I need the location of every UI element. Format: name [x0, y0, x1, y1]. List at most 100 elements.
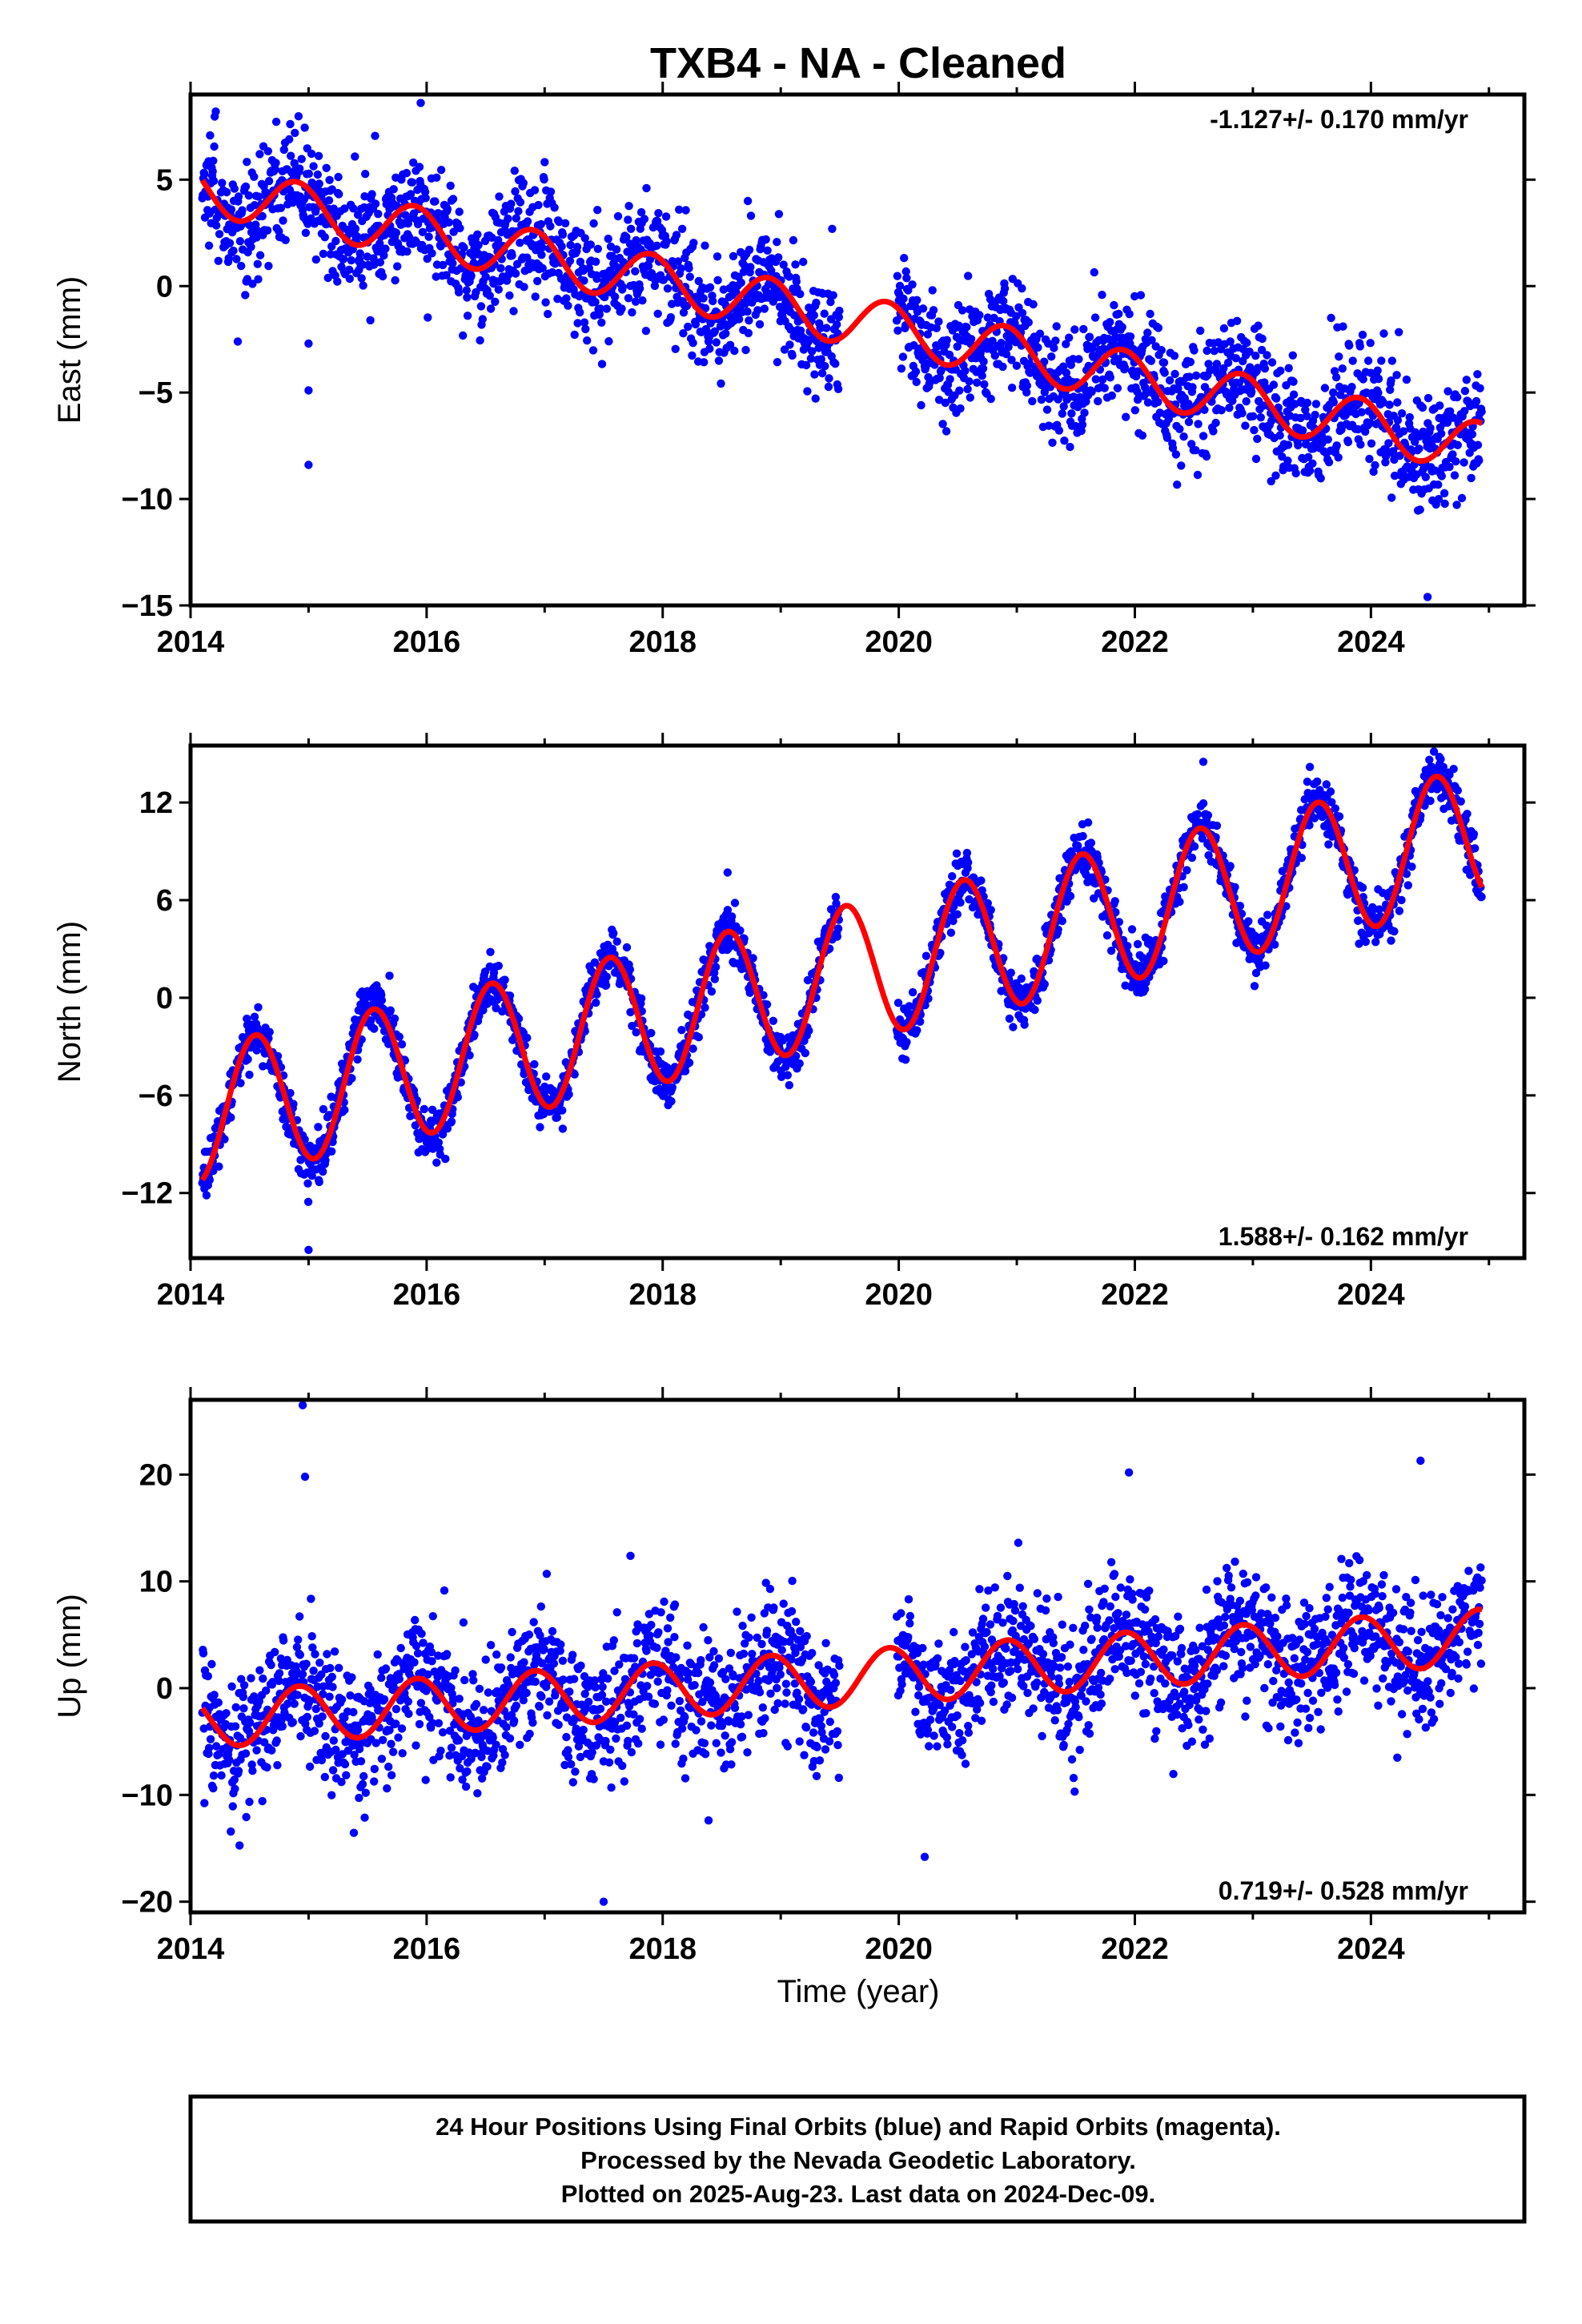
observation-point	[263, 226, 272, 235]
observation-point	[755, 320, 765, 329]
observation-point	[1402, 870, 1411, 879]
observation-point	[1393, 398, 1402, 407]
observation-point	[773, 358, 782, 367]
observation-point	[1052, 322, 1061, 331]
x-tick-label: 2016	[393, 1278, 461, 1312]
observation-point	[565, 256, 575, 265]
observation-point	[231, 1722, 240, 1731]
observation-point	[1331, 373, 1341, 382]
observation-point	[707, 987, 717, 996]
observation-point	[1037, 395, 1046, 404]
observation-point	[1018, 284, 1026, 293]
observation-point	[1160, 368, 1169, 377]
observation-point	[1332, 441, 1341, 450]
observation-point	[1381, 458, 1390, 467]
observation-point	[895, 281, 905, 291]
observation-point	[207, 1659, 216, 1669]
observation-point	[275, 1669, 284, 1678]
observation-point	[491, 297, 500, 306]
observation-point	[243, 1014, 251, 1023]
observation-point	[913, 1026, 921, 1035]
observation-point	[536, 219, 545, 229]
observation-point	[1146, 356, 1156, 365]
observation-point	[946, 375, 954, 384]
observation-point	[404, 232, 414, 242]
observation-point	[1171, 450, 1181, 459]
observation-point	[937, 366, 946, 375]
observation-point	[685, 272, 694, 281]
observation-point	[604, 235, 612, 243]
observation-point	[1118, 323, 1126, 332]
observation-point	[1123, 942, 1132, 951]
observation-point	[743, 307, 752, 316]
y-tick-label: 0	[156, 270, 173, 304]
observation-point	[473, 230, 482, 239]
observation-point	[320, 233, 329, 242]
observation-point	[406, 190, 416, 199]
observation-point	[908, 280, 917, 289]
observation-point	[428, 1105, 437, 1115]
y-tick-label: −12	[122, 1177, 173, 1211]
observation-point	[631, 267, 640, 275]
observation-point	[514, 207, 523, 215]
observation-point	[597, 318, 606, 327]
observation-point	[1196, 326, 1205, 336]
observation-point	[566, 240, 575, 250]
observation-point	[1110, 300, 1118, 310]
observation-point	[628, 1021, 636, 1031]
observation-point	[431, 197, 440, 206]
observation-point	[654, 209, 663, 218]
observation-point	[1395, 328, 1403, 336]
observation-point	[1058, 916, 1067, 926]
observation-point	[796, 290, 805, 299]
observation-point	[743, 196, 753, 206]
observation-point	[1062, 340, 1070, 348]
observation-point	[604, 337, 613, 346]
observation-point	[395, 1032, 404, 1041]
observation-point	[432, 272, 440, 281]
observation-point	[319, 1167, 327, 1176]
observation-point	[774, 210, 784, 219]
observation-point	[834, 312, 844, 322]
observation-point	[632, 1027, 640, 1037]
observation-point	[710, 327, 719, 336]
observation-point	[1074, 841, 1082, 850]
observation-point	[229, 246, 238, 255]
observation-point	[949, 916, 958, 926]
observation-point	[986, 906, 995, 915]
observation-point	[1467, 473, 1476, 483]
observation-point	[1251, 968, 1261, 978]
observation-point	[1186, 357, 1195, 367]
observation-point	[956, 404, 965, 413]
observation-point	[250, 201, 259, 210]
observation-point	[1450, 471, 1460, 480]
observation-point	[494, 235, 503, 245]
observation-point	[1392, 371, 1401, 380]
observation-point	[321, 1156, 330, 1165]
observation-point	[243, 1055, 252, 1064]
observation-point	[1322, 780, 1331, 789]
observation-point	[709, 296, 717, 306]
observation-point	[1254, 321, 1263, 330]
observation-point	[1000, 284, 1010, 293]
observation-point	[264, 261, 273, 271]
observation-point	[245, 1797, 254, 1807]
observation-point	[1387, 493, 1396, 502]
observation-point	[795, 1059, 804, 1068]
observation-point	[810, 370, 819, 379]
observation-point	[307, 178, 316, 187]
observation-point	[998, 362, 1007, 372]
observation-point	[215, 1162, 223, 1171]
observation-point	[1395, 907, 1404, 915]
observation-point	[831, 892, 841, 902]
observation-point	[593, 206, 602, 215]
observation-point	[1231, 883, 1239, 892]
observation-point	[208, 167, 217, 176]
observation-point	[1469, 830, 1479, 838]
observation-point	[952, 849, 962, 858]
observation-point	[248, 279, 257, 288]
observation-point	[1411, 437, 1419, 446]
observation-point	[622, 232, 631, 242]
observation-point	[666, 313, 676, 322]
observation-point	[1143, 328, 1152, 337]
